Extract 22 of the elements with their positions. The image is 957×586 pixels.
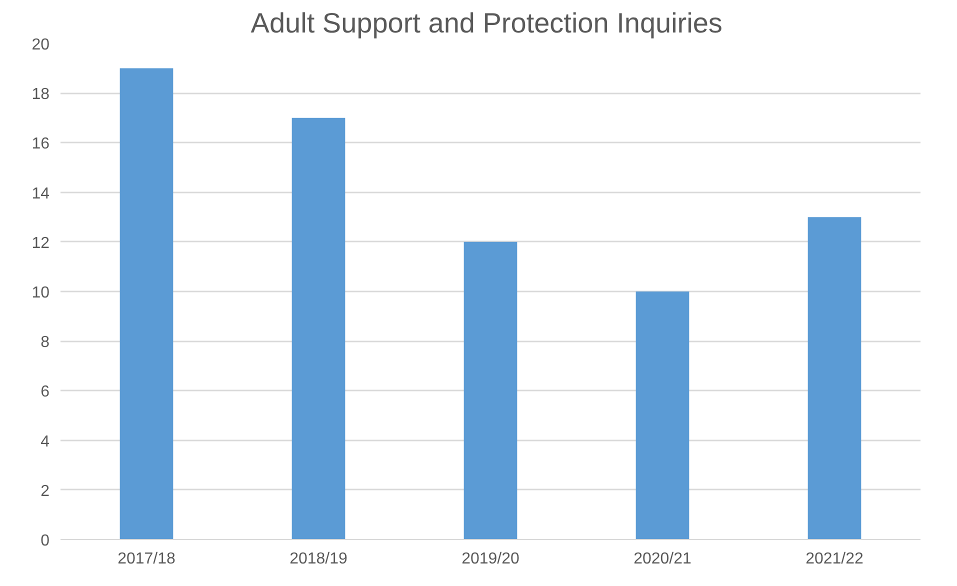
bar — [120, 68, 174, 540]
y-tick-label: 2 — [40, 482, 50, 500]
bar — [464, 242, 518, 540]
y-tick-label: 8 — [40, 334, 50, 352]
y-tick-label: 16 — [32, 136, 50, 153]
bar — [636, 292, 690, 540]
y-tick-label: 10 — [32, 284, 50, 302]
x-tick-label: 2020/21 — [634, 550, 692, 568]
y-tick-label: 14 — [32, 185, 50, 202]
bar — [808, 217, 862, 540]
x-tick-label: 2019/20 — [462, 550, 520, 568]
y-tick-label: 20 — [32, 36, 50, 54]
x-tick-label: 2017/18 — [118, 550, 176, 568]
y-tick-label: 4 — [40, 433, 50, 450]
y-tick-label: 6 — [40, 384, 50, 401]
y-tick-label: 18 — [32, 86, 50, 104]
x-tick-label: 2021/22 — [806, 550, 864, 568]
chart-title: Adult Support and Protection Inquiries — [250, 8, 722, 38]
bar — [292, 118, 346, 540]
y-tick-label: 0 — [40, 532, 50, 550]
y-tick-label: 12 — [32, 234, 50, 252]
x-tick-label: 2018/19 — [290, 550, 348, 568]
